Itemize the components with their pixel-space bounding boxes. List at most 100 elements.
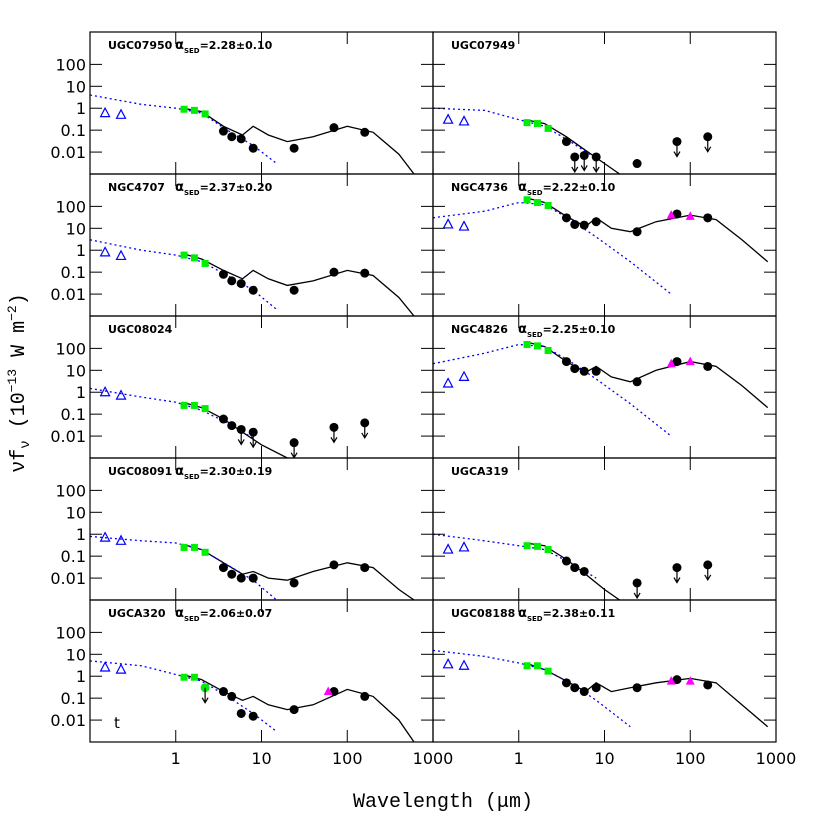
- point: [579, 687, 589, 697]
- y-tick-label: 100: [55, 55, 86, 74]
- point: [533, 342, 541, 350]
- point: [533, 199, 541, 207]
- y-tick-label: 10: [66, 645, 86, 664]
- point: [672, 209, 682, 219]
- point: [458, 541, 470, 552]
- panel-label: NGC4826: [451, 323, 508, 336]
- point: [570, 364, 580, 374]
- point: [190, 673, 198, 681]
- alpha-label: αSED=2.22±0.10: [518, 180, 616, 197]
- panel-label: UGCA320: [108, 607, 166, 620]
- point: [570, 683, 580, 693]
- point: [99, 246, 111, 257]
- point: [180, 105, 188, 113]
- limit-arrow: [580, 155, 588, 172]
- y-tick-label: 0.1: [61, 405, 86, 424]
- alpha-value: =2.06±0.07: [200, 607, 273, 620]
- line: [525, 662, 769, 728]
- alpha-symbol: α: [518, 606, 527, 621]
- point: [248, 711, 258, 721]
- alpha-sub: SED: [527, 615, 543, 623]
- alpha-value: =2.37±0.20: [200, 181, 273, 194]
- panel: [433, 341, 769, 437]
- y-tick-label: 100: [55, 197, 86, 216]
- y-tick-label: 0.1: [61, 689, 86, 708]
- limit-arrow: [704, 136, 712, 153]
- point: [218, 269, 228, 279]
- point: [570, 219, 580, 229]
- limit-arrow: [201, 687, 209, 704]
- panel-label: UGC07950: [108, 39, 173, 52]
- point: [544, 546, 552, 554]
- y-tick-label: 0.01: [50, 711, 86, 730]
- x-tick-label: 1000: [756, 749, 797, 768]
- point: [329, 123, 339, 133]
- point: [591, 366, 601, 376]
- y-tick-label: 0.1: [61, 263, 86, 282]
- point: [180, 401, 188, 409]
- point: [685, 356, 695, 366]
- point: [703, 361, 713, 371]
- panel-frame: [432, 315, 777, 459]
- line: [525, 119, 620, 174]
- point: [190, 401, 198, 409]
- point: [666, 358, 676, 368]
- point: [227, 132, 237, 142]
- point: [289, 578, 299, 588]
- panel-frame: [432, 31, 777, 175]
- point: [533, 120, 541, 128]
- alpha-sub: SED: [184, 47, 200, 55]
- alpha-symbol: α: [518, 180, 527, 195]
- point: [201, 405, 209, 413]
- alpha-label: αSED=2.30±0.19: [175, 464, 272, 481]
- alpha-value: =2.22±0.10: [543, 181, 616, 194]
- y-axis-title-part: ν: [18, 440, 34, 448]
- alpha-value: =2.28±0.10: [200, 39, 273, 52]
- line: [433, 343, 672, 437]
- point: [323, 686, 333, 696]
- limit-arrow: [633, 582, 641, 600]
- panel: [90, 239, 415, 316]
- point: [579, 220, 589, 230]
- line: [182, 543, 415, 600]
- point: [227, 421, 237, 431]
- point: [248, 285, 258, 295]
- alpha-label: αSED=2.38±0.11: [518, 606, 615, 623]
- panel-label: NGC4707: [108, 181, 165, 194]
- y-tick-label: 0.01: [50, 143, 86, 162]
- line: [525, 341, 769, 409]
- alpha-value: =2.30±0.19: [200, 465, 273, 478]
- annotation: t: [114, 714, 120, 732]
- limit-arrow: [237, 429, 245, 446]
- panel: [433, 196, 769, 295]
- y-tick-label: 1: [76, 383, 86, 402]
- line: [525, 197, 769, 263]
- point: [115, 108, 127, 119]
- y-tick-label: 100: [55, 623, 86, 642]
- panel: [433, 107, 713, 174]
- alpha-label: αSED=2.28±0.10: [175, 38, 273, 55]
- panel-frame: [89, 173, 434, 317]
- point: [201, 259, 209, 267]
- point: [360, 691, 370, 701]
- line: [182, 401, 288, 458]
- alpha-sub: SED: [184, 189, 200, 197]
- point: [360, 268, 370, 278]
- point: [99, 106, 111, 118]
- panel-label: UGC08091: [108, 465, 172, 478]
- point: [218, 414, 228, 424]
- alpha-symbol: α: [518, 322, 527, 337]
- limit-arrow: [673, 567, 681, 584]
- point: [544, 667, 552, 675]
- point: [201, 110, 209, 118]
- point: [561, 137, 571, 147]
- point: [99, 531, 111, 542]
- point: [218, 687, 228, 697]
- point: [289, 285, 299, 295]
- line: [433, 533, 597, 579]
- alpha-symbol: α: [175, 606, 184, 621]
- alpha-sub: SED: [527, 189, 543, 197]
- point: [533, 662, 541, 670]
- line: [433, 649, 631, 728]
- point: [703, 680, 713, 690]
